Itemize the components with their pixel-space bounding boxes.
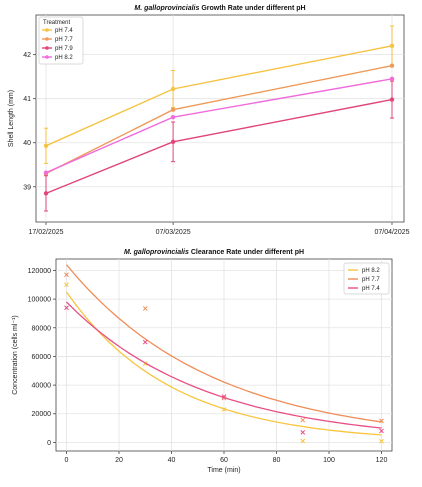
y-tick-label: 41 [23,96,31,103]
fit-curve-ph-7.7 [66,264,382,423]
marker-stroke [221,407,227,412]
data-point [300,438,306,444]
data-point [379,418,384,424]
x-tick-label: 0 [65,457,69,464]
legend-entry: pH 7.7 [55,37,73,43]
marker-stroke [379,418,384,424]
clearance-rate-chart: 0 20000 40000 60000 80000 100000 120000 0 20 40 60… [12,249,393,474]
data-point [300,430,306,435]
legend-entry: pH 7.4 [55,28,73,34]
data-point [389,63,395,68]
data-point [170,107,176,112]
x-tick-label: 07/03/2025 [156,229,191,236]
legend-marker [45,46,49,50]
data-point [64,305,69,311]
data-point [64,272,69,278]
data-point [379,438,384,444]
chart-title: M. galloprovincialis Clearance Rate unde… [124,249,304,256]
data-point [170,86,176,92]
marker-stroke [64,282,69,288]
y-tick-label: 40000 [32,383,52,390]
legend-box [38,16,84,65]
marker-stroke [379,438,384,444]
y-tick-label: 120000 [28,268,51,275]
data-point [64,282,69,288]
data-point [389,43,395,49]
legend: Treatment pH 7.4 pH 7.7 pH 7.9 pH 8.2 [38,16,84,65]
fit-curve-ph-7.4 [66,301,382,429]
data-point [300,417,306,423]
y-tick-label: 20000 [32,411,52,418]
plot-frame [35,14,405,223]
legend-entry: pH 7.7 [362,277,380,283]
data-point [221,394,227,399]
data-point [170,114,176,120]
data-point [379,428,384,434]
y-tick-label: 100000 [28,297,51,304]
legend-marker [45,28,49,32]
marker-stroke [64,272,69,278]
y-axis-label: Shell Length (mm) [8,90,15,147]
data-point [142,339,148,345]
legend-entry: pH 8.2 [55,55,73,61]
chart-title-species: M. galloprovincialis [124,249,189,256]
legend-entry: pH 8.2 [362,268,380,274]
marker-stroke [379,428,384,434]
growth-rate-chart: 39 40 41 42 17/02/2025 07/03/2025 07/04/2025 M.… [8,5,410,236]
y-tick-label: 39 [23,184,31,191]
legend-box [343,262,390,295]
y-tick-label: 60000 [32,354,52,361]
data-point [43,191,49,196]
x-tick-label: 07/04/2025 [374,229,409,236]
data-point [43,170,49,175]
marker-stroke [300,430,306,435]
x-tick-label: 60 [220,457,228,464]
legend-marker [45,37,49,41]
data-point [170,139,176,145]
marker-stroke [142,306,148,311]
data-point [142,306,148,311]
y-tick-label: 80000 [32,325,52,332]
data-point [389,76,395,82]
legend-marker [45,55,49,59]
legend-entry: pH 7.4 [362,286,380,292]
legend-entry: pH 7.9 [55,46,73,52]
x-tick-label: 100 [323,457,335,464]
x-axis-label: Time (min) [207,467,240,474]
chart-title-rest: Clearance Rate under different pH [189,249,304,256]
y-tick-label: 40 [23,140,31,147]
y-axis-label: Concentration (cells ml⁻¹) [12,315,19,395]
chart-title-species: M. galloprovincialis [134,5,199,12]
data-point [43,143,49,149]
data-point [221,407,227,412]
legend: pH 8.2 pH 7.7 pH 7.4 [343,262,390,295]
marker-stroke [64,305,69,311]
data-point [389,97,395,102]
legend-title: Treatment [43,20,70,26]
y-tick-label: 0 [47,440,51,447]
x-tick-label: 120 [376,457,388,464]
marker-stroke [300,417,306,423]
marker-stroke [142,339,148,345]
x-tick-label: 80 [273,457,281,464]
chart-title-rest: Growth Rate under different pH [199,5,305,12]
chart-title: M. galloprovincialis Growth Rate under d… [134,5,305,12]
x-tick-label: 20 [115,457,123,464]
y-tick-label: 42 [23,52,31,59]
marker-stroke [221,394,227,399]
x-tick-label: 17/02/2025 [28,229,63,236]
marker-stroke [300,438,306,444]
x-tick-label: 40 [168,457,176,464]
